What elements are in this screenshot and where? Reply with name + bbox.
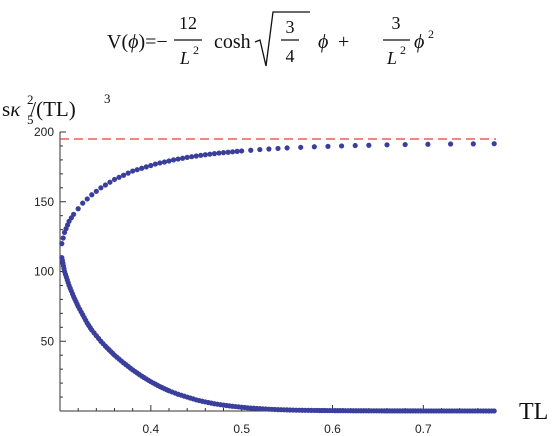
formula-num1: 12 [179,13,197,33]
y-label-kappa: κ [10,97,21,121]
x-tick-label: 0.6 [324,422,341,436]
data-point [425,141,431,147]
data-point [139,165,145,171]
data-point [157,160,163,166]
y-tick-label: 50 [41,334,55,348]
axes: 0.4 0.5 0.6 0.7 50 100 150 200 [34,125,496,436]
formula-den2-exp: 2 [400,43,406,57]
data-point [211,151,218,157]
y-tick-label: 150 [34,195,54,209]
formula-phi-2: ϕ [414,31,424,53]
y-label-s: s [2,97,10,121]
data-point [234,148,240,154]
data-point [59,241,65,247]
data-point [198,152,204,158]
data-point [102,182,109,188]
y-tick-label: 100 [34,265,54,279]
formula: V(ϕ)=− 12 L 2 cosh 3 4 ϕ + 3 L 2 ϕ 2 [107,11,434,68]
data-point [130,168,136,174]
formula-num2: 3 [392,13,401,33]
data-point [220,150,227,156]
formula-sqrt-sign [254,11,310,67]
data-point [352,142,358,149]
data-point [284,145,290,151]
x-tick-label: 0.7 [415,422,432,436]
formula-cosh: cosh [214,31,251,53]
data-point [75,206,81,212]
data-point [239,148,245,154]
data-point [202,152,208,158]
data-point [166,158,172,164]
data-point [116,174,122,180]
data-point [207,151,213,157]
data-point [248,147,254,153]
data-point [98,185,104,191]
data-point [134,167,140,173]
data-point [229,149,236,155]
data-point [170,157,177,163]
data-point [491,408,497,414]
formula-phi-2-exp: 2 [428,27,434,41]
y-tick-label: 200 [34,125,54,139]
data-point [84,196,90,202]
y-label-kappa-sub: 5 [27,112,34,127]
data-point [93,188,99,194]
x-axis-label: TL [519,399,548,425]
data-point [338,143,345,149]
data-points [59,141,497,414]
x-tick-label: 0.5 [233,422,250,436]
formula-sqrt-num: 3 [286,17,295,37]
x-tick-label: 0.4 [142,422,159,436]
data-point [311,144,317,150]
data-point [216,150,222,156]
data-point [89,192,95,198]
data-point [111,176,118,183]
y-label-rest: /(TL) [30,97,75,121]
data-point [148,162,154,169]
data-point [491,141,497,147]
data-point [161,159,168,165]
formula-lhs: V(ϕ)=− [107,31,168,53]
data-point [366,142,372,148]
data-point-interp [60,235,66,241]
data-point [71,211,77,217]
data-point [120,172,127,178]
data-point [257,146,263,153]
data-point [225,149,231,155]
data-point [402,141,408,148]
formula-phi-1: ϕ [318,31,328,53]
y-axis-label: sκ /(TL) 2 5 3 [2,91,111,127]
formula-plus: + [338,31,349,53]
data-point [152,161,158,167]
data-point [107,179,113,185]
data-point [175,156,181,162]
data-point [189,154,195,160]
data-point [470,141,476,147]
data-point [384,142,390,148]
y-label-rest-sup: 3 [104,91,111,106]
svg-text:sκ/(TL): sκ /(TL) [2,97,76,121]
formula-den1-exp: 2 [193,43,199,57]
data-point [447,141,454,147]
data-point [125,170,131,176]
data-point [298,144,304,150]
formula-den2: L [386,48,397,68]
data-point [325,143,331,149]
data-point [184,154,190,160]
y-label-kappa-sup: 2 [27,92,34,107]
data-point [266,146,272,152]
data-point [143,164,149,170]
data-point [193,153,199,159]
formula-den1: L [179,48,190,68]
data-point [80,200,86,206]
formula-sqrt-den: 4 [286,46,295,66]
data-point [275,145,281,152]
data-point [180,155,186,161]
